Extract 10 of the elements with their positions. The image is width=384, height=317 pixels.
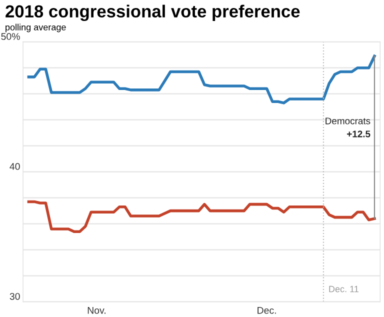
y-tick-label: 50% xyxy=(1,33,20,40)
annotation: +12.5 xyxy=(347,130,370,138)
x-tick-label: Dec. xyxy=(258,307,276,314)
chart-subtitle: polling average xyxy=(6,24,66,32)
y-tick-label: 30 xyxy=(10,292,20,300)
y-tick-label: 40 xyxy=(10,163,20,170)
x-tick-label: Nov. xyxy=(88,307,106,314)
chart-title: 2018 congressional vote preference xyxy=(6,4,300,22)
annotation: Democrats xyxy=(326,118,370,124)
ref-line-label: Dec. 11 xyxy=(329,286,358,292)
